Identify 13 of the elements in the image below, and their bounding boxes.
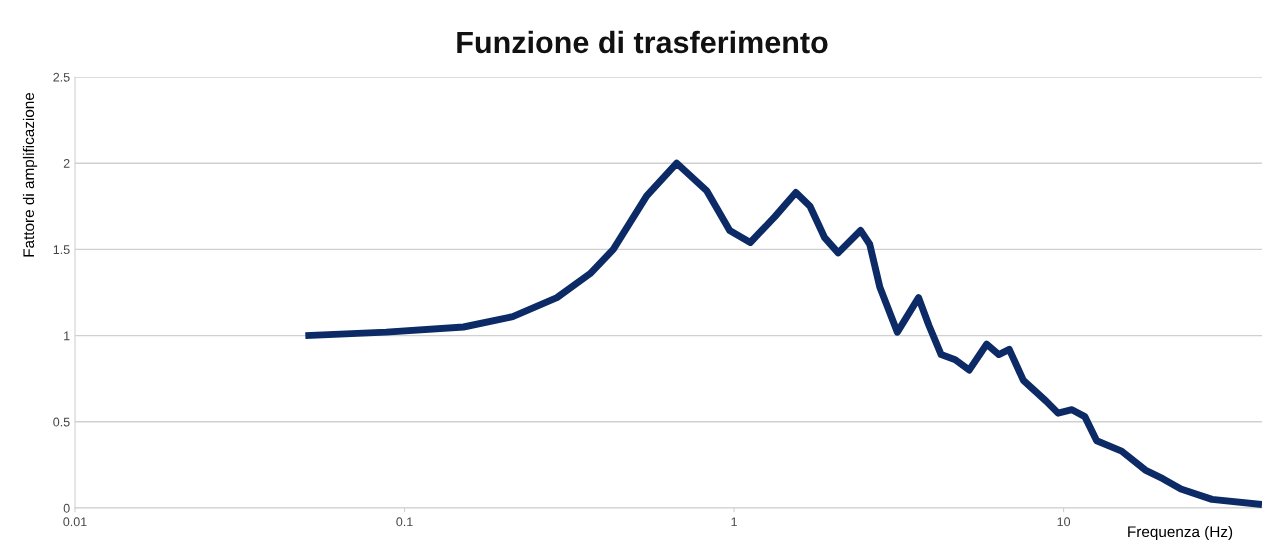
y-tick-label: 1 <box>64 331 70 341</box>
x-tick-label: 0.01 <box>63 517 87 527</box>
y-tick-label: 0 <box>63 503 70 513</box>
x-tick-label: 0.1 <box>396 517 413 527</box>
x-axis-title: Frequenza (Hz) <box>1128 525 1233 541</box>
y-tick-label: 1.5 <box>53 245 70 255</box>
y-tick-label: 2.5 <box>53 72 70 82</box>
x-tick-label: 10 <box>1057 517 1071 527</box>
y-tick-label: 0.5 <box>53 417 70 427</box>
y-tick-label: 2 <box>63 159 70 168</box>
y-axis-title: Fattore di amplificazione <box>22 92 38 257</box>
chart-title: Funzione di trasferimento <box>457 30 828 54</box>
x-tick-label: 1 <box>731 517 737 527</box>
